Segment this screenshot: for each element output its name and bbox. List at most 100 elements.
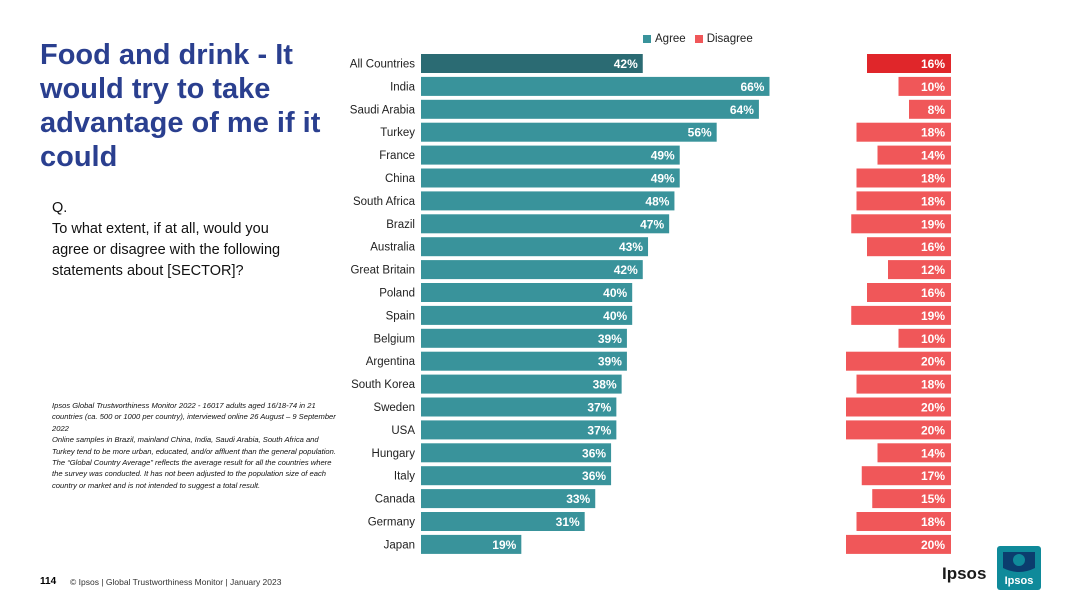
- agree-bar-south-korea: [421, 374, 622, 394]
- agree-value-argentina: 39%: [598, 355, 622, 369]
- agree-bar-spain: [421, 305, 633, 325]
- agree-value-hungary: 36%: [582, 446, 606, 460]
- legend-swatch-disagree: [694, 35, 703, 43]
- disagree-bar-germany: [856, 512, 951, 531]
- category-label-brazil: Brazil: [386, 219, 415, 231]
- agree-bar-australia: [421, 237, 649, 257]
- ipsos-logo-text: Ipsos: [942, 564, 987, 583]
- disagree-bar-spain: [851, 305, 951, 325]
- disagree-value-australia: 16%: [921, 240, 945, 254]
- disagree-bar-australia: [867, 237, 951, 257]
- agree-bar-usa: [421, 420, 617, 440]
- disagree-bar-china: [856, 168, 951, 188]
- disagree-value-italy: 17%: [921, 469, 945, 483]
- legend-label-agree: Agree: [655, 33, 686, 45]
- agree-value-great-britain: 42%: [614, 263, 638, 277]
- category-label-all-countries: All Countries: [350, 59, 415, 71]
- disagree-value-hungary: 14%: [921, 446, 945, 460]
- question-prefix: Q.: [52, 200, 68, 216]
- disagree-value-japan: 20%: [921, 538, 945, 552]
- category-label-argentina: Argentina: [366, 356, 416, 368]
- category-label-hungary: Hungary: [372, 448, 416, 460]
- disagree-value-south-africa: 18%: [921, 194, 945, 208]
- disagree-value-canada: 15%: [921, 492, 945, 506]
- disagree-bar-saudi-arabia: [909, 99, 951, 119]
- page-number: 114: [40, 576, 57, 587]
- agree-value-china: 49%: [651, 172, 675, 186]
- disagree-bar-sweden: [846, 397, 951, 417]
- agree-bar-saudi-arabia: [421, 99, 759, 119]
- category-label-turkey: Turkey: [380, 127, 415, 139]
- disagree-bar-all-countries: [867, 54, 951, 73]
- ipsos-badge-text: Ipsos: [1005, 575, 1034, 587]
- category-label-canada: Canada: [375, 494, 416, 506]
- agree-value-saudi-arabia: 64%: [730, 103, 754, 117]
- agree-bar-all-countries: [421, 54, 643, 73]
- footnote-samples: Online samples in Brazil, mainland China…: [52, 435, 336, 456]
- disagree-bar-poland: [867, 283, 951, 302]
- category-label-germany: Germany: [368, 517, 416, 529]
- agree-bar-france: [421, 145, 680, 165]
- agree-value-france: 49%: [651, 149, 675, 163]
- disagree-value-argentina: 20%: [921, 355, 945, 369]
- agree-value-south-africa: 48%: [645, 194, 669, 208]
- disagree-value-usa: 20%: [921, 423, 945, 437]
- legend-swatch-agree: [643, 35, 651, 43]
- agree-bar-great-britain: [421, 260, 643, 280]
- disagree-bar-italy: [861, 466, 951, 486]
- agree-value-canada: 33%: [566, 492, 590, 506]
- agree-value-sweden: 37%: [587, 401, 611, 415]
- ipsos-logo-icon: Ipsos: [997, 546, 1041, 590]
- disagree-value-turkey: 18%: [921, 126, 945, 140]
- agree-bar-argentina: [421, 351, 627, 371]
- agree-value-india: 66%: [740, 80, 764, 94]
- disagree-bar-canada: [872, 489, 951, 509]
- disagree-value-south-korea: 18%: [921, 378, 945, 392]
- category-label-spain: Spain: [386, 310, 415, 322]
- agree-bar-hungary: [421, 443, 612, 463]
- agree-value-usa: 37%: [587, 423, 611, 437]
- category-label-italy: Italy: [394, 471, 415, 483]
- agree-value-turkey: 56%: [688, 126, 712, 140]
- disagree-value-all-countries: 16%: [921, 57, 945, 71]
- agree-bar-japan: [421, 534, 522, 554]
- disagree-bar-south-korea: [856, 374, 951, 394]
- disagree-bar-france: [877, 145, 951, 165]
- agree-value-poland: 40%: [603, 286, 627, 300]
- agree-bar-canada: [421, 489, 596, 509]
- agree-bar-brazil: [421, 214, 670, 234]
- disagree-bar-argentina: [846, 351, 951, 371]
- disagree-value-saudi-arabia: 8%: [928, 103, 946, 117]
- agree-value-belgium: 39%: [598, 332, 622, 346]
- disagree-bar-brazil: [851, 214, 951, 234]
- disagree-bar-great-britain: [888, 260, 951, 280]
- category-label-japan: Japan: [384, 539, 415, 551]
- category-label-usa: USA: [391, 425, 415, 437]
- disagree-value-india: 10%: [921, 80, 945, 94]
- footer-text: © Ipsos | Global Trustworthiness Monitor…: [70, 577, 282, 587]
- agree-bar-china: [421, 168, 680, 188]
- chart-legend: Agree Disagree: [643, 31, 762, 47]
- category-label-china: China: [385, 173, 416, 185]
- footnote-block: Ipsos Global Trustworthiness Monitor 202…: [52, 400, 337, 491]
- agree-bar-india: [421, 76, 770, 96]
- disagree-value-france: 14%: [921, 149, 945, 163]
- question-block: Q. To what extent, if at all, would you …: [52, 198, 292, 282]
- category-label-australia: Australia: [370, 242, 415, 254]
- category-label-india: India: [390, 81, 416, 93]
- disagree-bar-south-africa: [856, 191, 951, 211]
- footnote-average: The “Global Country Average” reflects th…: [52, 458, 332, 490]
- disagree-bar-india: [898, 76, 951, 96]
- agree-value-brazil: 47%: [640, 217, 664, 231]
- agree-bar-germany: [421, 512, 585, 531]
- disagree-value-poland: 16%: [921, 286, 945, 300]
- category-label-poland: Poland: [379, 288, 415, 300]
- agree-bar-sweden: [421, 397, 617, 417]
- agree-bar-belgium: [421, 328, 627, 348]
- disagree-bar-japan: [846, 534, 951, 554]
- legend-entry-disagree: Disagree: [694, 33, 753, 45]
- disagree-value-brazil: 19%: [921, 217, 945, 231]
- agree-bar-turkey: [421, 122, 717, 142]
- agree-bar-italy: [421, 466, 612, 486]
